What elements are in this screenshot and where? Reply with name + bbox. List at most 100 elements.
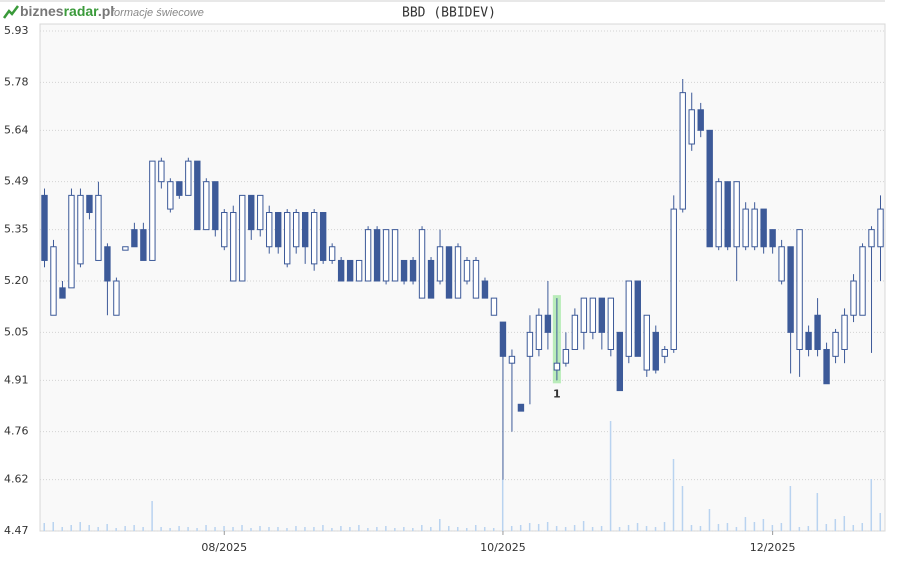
- volume-bar: [313, 527, 315, 531]
- candle-body: [643, 314, 650, 371]
- volume-bar: [681, 486, 684, 531]
- volume-bar: [726, 523, 729, 531]
- volume-bar: [870, 479, 873, 531]
- volume-bar: [699, 526, 702, 531]
- candle-body: [472, 259, 480, 299]
- subtitle: formacje świecowe: [111, 7, 204, 19]
- volume-bar: [232, 527, 234, 531]
- candle-body: [185, 160, 192, 196]
- candle-body: [634, 280, 641, 357]
- candle-body: [445, 246, 453, 299]
- volume-bar: [349, 527, 351, 531]
- volume-bar: [573, 525, 576, 531]
- candle-body: [122, 246, 129, 251]
- volume-bar: [474, 525, 477, 531]
- candle-body: [859, 246, 866, 316]
- volume-bar: [367, 528, 369, 531]
- candle-body: [607, 297, 615, 350]
- candle-body: [724, 181, 731, 248]
- y-tick-label: 4.76: [4, 425, 29, 438]
- volume-bar: [807, 526, 810, 531]
- candle-body: [328, 246, 336, 261]
- candle-body: [616, 331, 624, 392]
- candle-body: [176, 181, 183, 196]
- volume-bar: [852, 525, 855, 531]
- volume-bar: [672, 459, 675, 531]
- volume-bar: [627, 525, 630, 531]
- marker-label: 1: [553, 387, 561, 400]
- volume-bar: [789, 486, 792, 531]
- volume-bar: [295, 526, 297, 531]
- y-tick-label: 5.93: [4, 24, 29, 37]
- candle-body: [95, 194, 102, 261]
- candle-body: [50, 246, 57, 316]
- candle-body: [346, 259, 354, 282]
- candle-body: [212, 181, 219, 231]
- candle-body: [490, 297, 498, 316]
- candle-body: [248, 194, 255, 231]
- volume-bar: [331, 528, 333, 531]
- volume-bar: [223, 526, 225, 531]
- volume-bar: [52, 522, 54, 531]
- candle-body: [301, 212, 309, 248]
- candle-body: [86, 194, 93, 214]
- volume-bar: [753, 522, 756, 531]
- candle-body: [751, 208, 758, 248]
- candle-body: [68, 194, 75, 289]
- candle-body: [508, 355, 516, 364]
- candle-body: [553, 362, 561, 371]
- volume-bar: [115, 528, 117, 531]
- volume-bar: [205, 525, 207, 531]
- candle-body: [805, 331, 812, 350]
- candle-body: [742, 208, 749, 248]
- brand: biznesradar.pl: [20, 3, 114, 19]
- candle-body: [562, 348, 570, 364]
- volume-bar: [187, 527, 189, 531]
- candle-body: [787, 246, 794, 333]
- candle-body: [275, 212, 282, 248]
- candle-body: [679, 92, 686, 210]
- x-tick-label: 12/2025: [750, 541, 796, 554]
- volume-bar: [609, 421, 612, 531]
- brand-part: radar: [64, 3, 100, 19]
- volume-bar: [537, 524, 540, 531]
- brand-part: biznes: [20, 3, 64, 19]
- candle-body: [715, 181, 722, 248]
- candle-body: [661, 348, 668, 357]
- brand-part: .pl: [98, 3, 114, 19]
- volume-bar: [510, 526, 513, 531]
- candle-body: [706, 129, 713, 248]
- volume-bar: [762, 519, 765, 531]
- y-tick-label: 5.20: [4, 274, 29, 287]
- candle-body: [140, 229, 147, 261]
- volume-bar: [250, 528, 252, 531]
- candle-body: [580, 297, 588, 333]
- y-tick-label: 4.47: [4, 524, 29, 537]
- candle-body: [310, 212, 318, 265]
- candle-body: [284, 212, 291, 265]
- candle-body: [526, 331, 534, 357]
- candle-body: [877, 208, 884, 248]
- volume-bar: [439, 519, 441, 531]
- volume-bar: [448, 526, 450, 531]
- candle-body: [571, 314, 579, 350]
- candle-body: [221, 212, 228, 248]
- volume-bar: [61, 527, 63, 531]
- x-tick-label: 08/2025: [201, 541, 247, 554]
- candle-body: [814, 314, 821, 350]
- candle-body: [373, 229, 381, 282]
- candle-body: [293, 212, 300, 248]
- candle-body: [239, 194, 246, 282]
- volume-bar: [825, 524, 828, 531]
- volume-bar: [816, 493, 819, 531]
- candle-body: [868, 229, 875, 248]
- y-tick-label: 5.64: [4, 123, 29, 136]
- volume-bar: [501, 479, 504, 531]
- volume-bar: [421, 525, 423, 531]
- volume-bar: [358, 525, 360, 531]
- candle-body: [337, 259, 345, 282]
- volume-bar: [618, 527, 621, 531]
- candle-body: [832, 331, 839, 357]
